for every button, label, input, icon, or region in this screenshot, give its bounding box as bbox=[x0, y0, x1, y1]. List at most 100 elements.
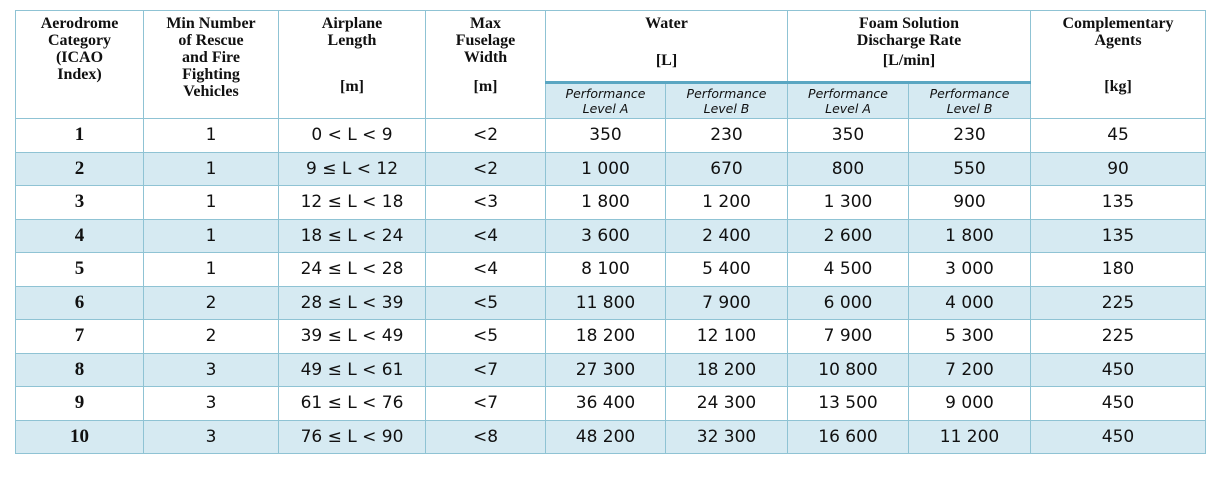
table-cell: 7 900 bbox=[665, 285, 788, 320]
header-unit: [m] bbox=[340, 78, 364, 95]
header-label: Min Number of Rescue and Fire Fighting V… bbox=[166, 15, 256, 100]
table-cell: 49 ≤ L < 61 bbox=[278, 352, 426, 387]
table-cell: 48 200 bbox=[545, 419, 666, 454]
table-cell: 32 300 bbox=[665, 419, 788, 454]
table-cell: 225 bbox=[1030, 319, 1207, 354]
header-unit: [L/min] bbox=[882, 52, 936, 69]
header-cell: Aerodrome Category (ICAO Index) bbox=[15, 10, 144, 119]
table-cell: 39 ≤ L < 49 bbox=[278, 319, 426, 354]
table-cell: <5 bbox=[425, 319, 546, 354]
header-cell: Water [L] bbox=[545, 10, 788, 83]
table-cell: 36 400 bbox=[545, 386, 666, 421]
table-cell: 2 bbox=[143, 319, 279, 354]
table-cell: <7 bbox=[425, 386, 546, 421]
table-cell: 11 800 bbox=[545, 285, 666, 320]
table-cell: 550 bbox=[907, 151, 1032, 186]
table-row: 3 1 12 ≤ L < 18 <3 1 800 1 200 1 300 900 135 bbox=[15, 185, 1207, 220]
table-cell: 2 bbox=[143, 285, 279, 320]
table-cell: 28 ≤ L < 39 bbox=[278, 285, 426, 320]
table-row: 7 2 39 ≤ L < 49 <5 18 200 12 100 7 900 5 300 225 bbox=[15, 319, 1207, 354]
table-cell: 1 300 bbox=[787, 185, 909, 220]
table-cell: 3 bbox=[143, 352, 279, 387]
table-cell: 800 bbox=[787, 151, 909, 186]
table-cell: 2 bbox=[15, 151, 144, 186]
table-row: 8 3 49 ≤ L < 61 <7 27 300 18 200 10 800 7 200 45… bbox=[15, 352, 1207, 387]
table-cell: 10 bbox=[15, 419, 144, 454]
header-label: Foam Solution Discharge Rate bbox=[856, 15, 962, 49]
table-cell: 1 200 bbox=[665, 185, 788, 220]
header-cell: Complementary Agents [kg] bbox=[1030, 10, 1207, 119]
table-header: Aerodrome Category (ICAO Index) Min Numbe… bbox=[15, 10, 1207, 119]
table-cell: 3 bbox=[143, 386, 279, 421]
header-label: Max Fuselage Width bbox=[455, 15, 516, 66]
header-cell: Foam Solution Discharge Rate [L/min] bbox=[786, 10, 1032, 83]
table-cell: 3 bbox=[15, 185, 144, 220]
table-cell: 350 bbox=[787, 118, 909, 153]
subheader-cell: Performance Level A bbox=[545, 81, 666, 119]
table-cell: 3 000 bbox=[907, 252, 1032, 287]
table-cell: <8 bbox=[425, 419, 546, 454]
table-cell: 12 100 bbox=[665, 319, 788, 354]
table-row: 6 2 28 ≤ L < 39 <5 11 800 7 900 6 000 4 000 225 bbox=[15, 285, 1207, 320]
table-row: 10 3 76 ≤ L < 90 <8 48 200 32 300 16 600 11 200… bbox=[15, 419, 1207, 454]
header-unit: [L] bbox=[655, 52, 678, 69]
header-label: Complementary Agents bbox=[1062, 15, 1174, 49]
table-cell: 10 800 bbox=[787, 352, 909, 387]
table-cell: 0 < L < 9 bbox=[278, 118, 426, 153]
table-cell: 6 bbox=[15, 285, 144, 320]
table-cell: 90 bbox=[1030, 151, 1207, 186]
table-cell: <7 bbox=[425, 352, 546, 387]
table-cell: <4 bbox=[425, 252, 546, 287]
table-cell: 1 bbox=[143, 252, 279, 287]
table-cell: 12 ≤ L < 18 bbox=[278, 185, 426, 220]
table-cell: 6 000 bbox=[787, 285, 909, 320]
table-cell: <2 bbox=[425, 151, 546, 186]
table-cell: 900 bbox=[907, 185, 1032, 220]
table-cell: 1 bbox=[143, 118, 279, 153]
subheader-cell: Performance Level B bbox=[907, 81, 1032, 119]
table-cell: 135 bbox=[1030, 218, 1207, 253]
table-cell: 18 ≤ L < 24 bbox=[278, 218, 426, 253]
table-cell: 18 200 bbox=[665, 352, 788, 387]
table-cell: 76 ≤ L < 90 bbox=[278, 419, 426, 454]
table-cell: 2 400 bbox=[665, 218, 788, 253]
table-row: 9 3 61 ≤ L < 76 <7 36 400 24 300 13 500 9 000 45… bbox=[15, 386, 1207, 421]
subheader-cell: Performance Level A bbox=[787, 81, 909, 119]
header-label: Airplane Length bbox=[321, 15, 383, 49]
table-cell: 450 bbox=[1030, 352, 1207, 387]
table-cell: 2 600 bbox=[787, 218, 909, 253]
table-cell: 1 bbox=[15, 118, 144, 153]
subheader-row: Performance Level A Performance Level B Pe… bbox=[16, 81, 1206, 119]
header-cell: Max Fuselage Width [m] bbox=[425, 10, 546, 119]
table-cell: 180 bbox=[1030, 252, 1207, 287]
table-cell: 8 bbox=[15, 352, 144, 387]
table-cell: 5 400 bbox=[665, 252, 788, 287]
table-cell: 1 800 bbox=[545, 185, 666, 220]
table-cell: 8 100 bbox=[545, 252, 666, 287]
table-row: 5 1 24 ≤ L < 28 <4 8 100 5 400 4 500 3 000 180 bbox=[15, 252, 1207, 287]
table-wrap: Aerodrome Category (ICAO Index) Min Numbe… bbox=[15, 10, 1207, 454]
header-cell: Airplane Length [m] bbox=[278, 10, 426, 119]
header-unit: [kg] bbox=[1104, 78, 1132, 95]
table-row: 4 1 18 ≤ L < 24 <4 3 600 2 400 2 600 1 800 135 bbox=[15, 218, 1207, 253]
table: Aerodrome Category (ICAO Index) Min Numbe… bbox=[15, 10, 1207, 454]
table-cell: 7 bbox=[15, 319, 144, 354]
table-cell: 1 000 bbox=[545, 151, 666, 186]
subheader-cell: Performance Level B bbox=[665, 81, 788, 119]
table-cell: 4 bbox=[15, 218, 144, 253]
table-cell: <4 bbox=[425, 218, 546, 253]
table-cell: <5 bbox=[425, 285, 546, 320]
table-cell: 27 300 bbox=[545, 352, 666, 387]
table-cell: 7 900 bbox=[787, 319, 909, 354]
table-cell: 5 bbox=[15, 252, 144, 287]
table-cell: 9 000 bbox=[907, 386, 1032, 421]
table-cell: 670 bbox=[665, 151, 788, 186]
table-cell: <2 bbox=[425, 118, 546, 153]
table-cell: 4 500 bbox=[787, 252, 909, 287]
table-cell: 18 200 bbox=[545, 319, 666, 354]
table-cell: 3 600 bbox=[545, 218, 666, 253]
table-cell: 1 800 bbox=[907, 218, 1032, 253]
table-cell: 45 bbox=[1030, 118, 1207, 153]
